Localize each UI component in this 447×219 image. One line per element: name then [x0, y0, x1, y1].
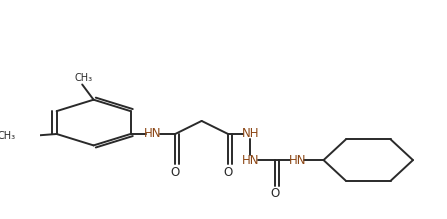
Text: HN: HN [144, 127, 162, 140]
Text: CH₃: CH₃ [74, 73, 93, 83]
Text: HN: HN [288, 154, 306, 167]
Text: O: O [270, 187, 279, 200]
Text: CH₃: CH₃ [0, 131, 15, 141]
Text: O: O [224, 166, 233, 178]
Text: HN: HN [242, 154, 259, 167]
Text: O: O [171, 166, 180, 178]
Text: NH: NH [242, 127, 259, 140]
